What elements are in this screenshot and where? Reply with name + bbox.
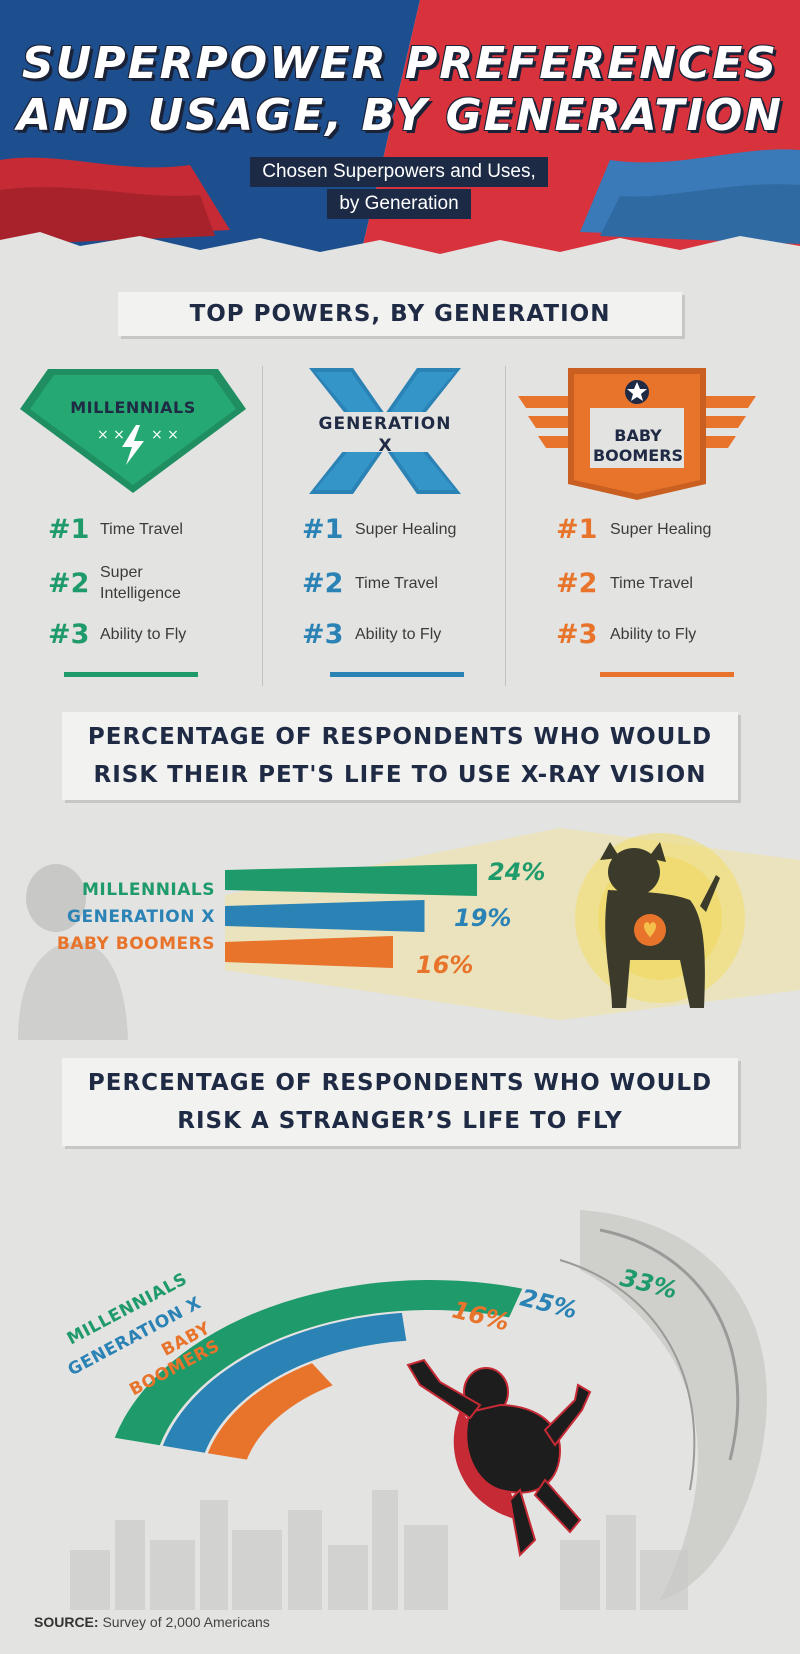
- fly-bar: [162, 1312, 407, 1453]
- section2-heading: PERCENTAGE OF RESPONDENTS WHO WOULD RISK…: [62, 712, 738, 800]
- dog-icon: [600, 842, 720, 1008]
- section2-heading-line-2: RISK THEIR PET'S LIFE TO USE X-RAY VISIO…: [93, 762, 707, 788]
- subtitle-line-1: Chosen Superpowers and Uses,: [250, 157, 548, 187]
- header: SUPERPOWER PREFERENCES AND USAGE, BY GEN…: [0, 0, 800, 258]
- heart-icon: [644, 922, 656, 938]
- source-note: SOURCE: Survey of 2,000 Americans: [34, 1614, 270, 1630]
- rank-label: Ability to Fly: [355, 626, 442, 643]
- column-divider: [505, 366, 506, 686]
- series-label-baby-boomers: BABY BOOMERS: [56, 934, 215, 954]
- rank-number: #2: [48, 568, 90, 599]
- rank-label: Super Healing: [610, 521, 712, 538]
- subtitle: Chosen Superpowers and Uses, by Generati…: [224, 157, 574, 223]
- rank-label: Time Travel: [100, 521, 183, 538]
- baby-boomers-label-1: BABY: [614, 426, 662, 445]
- section2-heading-line-1: PERCENTAGE OF RESPONDENTS WHO WOULD: [87, 724, 713, 750]
- rank-label: Ability to Fly: [610, 626, 697, 643]
- subtitle-line-2: by Generation: [327, 189, 471, 219]
- rank-label: Ability to Fly: [100, 626, 187, 643]
- xray-bar: [225, 864, 477, 896]
- superhero-icon: [406, 1358, 592, 1558]
- city-skyline: [70, 1490, 688, 1610]
- rank-number: #3: [556, 619, 598, 650]
- xray-value-label: 24%: [488, 858, 546, 886]
- fly-bar: [114, 1280, 523, 1446]
- series-label-generation-x: GENERATION X: [67, 907, 215, 927]
- rank-number: #2: [302, 568, 344, 599]
- section3-heading-line-2: RISK A STRANGER’S LIFE TO FLY: [177, 1108, 623, 1134]
- millennials-badge-label: MILLENNIALS: [70, 398, 196, 417]
- svg-text:× ×: × ×: [97, 427, 125, 443]
- source-text: Survey of 2,000 Americans: [102, 1614, 270, 1630]
- title-line-1: SUPERPOWER PREFERENCES: [21, 38, 779, 89]
- millennials-underline: [64, 672, 198, 677]
- xray-value-label: 16%: [416, 951, 474, 979]
- millennials-badge: × × × ×: [20, 369, 246, 493]
- rank-number: #2: [556, 568, 598, 599]
- person-silhouette: [18, 864, 128, 1040]
- section1-heading: TOP POWERS, BY GENERATION: [118, 292, 682, 336]
- xray-bar: [225, 900, 425, 932]
- generation-x-label-1: GENERATION: [318, 414, 452, 434]
- star-icon: [627, 382, 647, 401]
- rank-label: Super Intelligence: [100, 564, 181, 602]
- series-label-millennials: MILLENNIALS: [81, 880, 215, 900]
- rank-number: #1: [48, 514, 90, 545]
- rank-label: Super Healing: [355, 521, 457, 538]
- rank-label: Time Travel: [355, 575, 438, 592]
- baby-boomers-underline: [600, 672, 734, 677]
- xray-value-label: 19%: [454, 904, 512, 932]
- generation-x-badge: [309, 368, 461, 494]
- flying-chart: [70, 1210, 767, 1610]
- xray-vision-chart: [225, 828, 800, 1020]
- generation-x-underline: [330, 672, 464, 677]
- source-label: SOURCE:: [34, 1614, 99, 1630]
- column-divider: [262, 366, 263, 686]
- rank-label: Time Travel: [610, 575, 693, 592]
- rank-number: #3: [48, 619, 90, 650]
- rank-number: #1: [302, 514, 344, 545]
- baby-boomers-badge: [518, 368, 756, 500]
- lightning-icon: [122, 425, 144, 465]
- header-background: [0, 0, 800, 258]
- xray-bar: [225, 936, 393, 968]
- generation-x-label-2: X: [378, 436, 392, 456]
- section3-heading: PERCENTAGE OF RESPONDENTS WHO WOULD RISK…: [62, 1058, 738, 1146]
- rank-number: #3: [302, 619, 344, 650]
- rank-number: #1: [556, 514, 598, 545]
- title-line-2: AND USAGE, BY GENERATION: [16, 90, 784, 141]
- svg-text:× ×: × ×: [151, 427, 179, 443]
- section3-heading-line-1: PERCENTAGE OF RESPONDENTS WHO WOULD: [87, 1070, 713, 1096]
- baby-boomers-label-2: BOOMERS: [592, 446, 684, 465]
- fly-bar: [207, 1363, 333, 1460]
